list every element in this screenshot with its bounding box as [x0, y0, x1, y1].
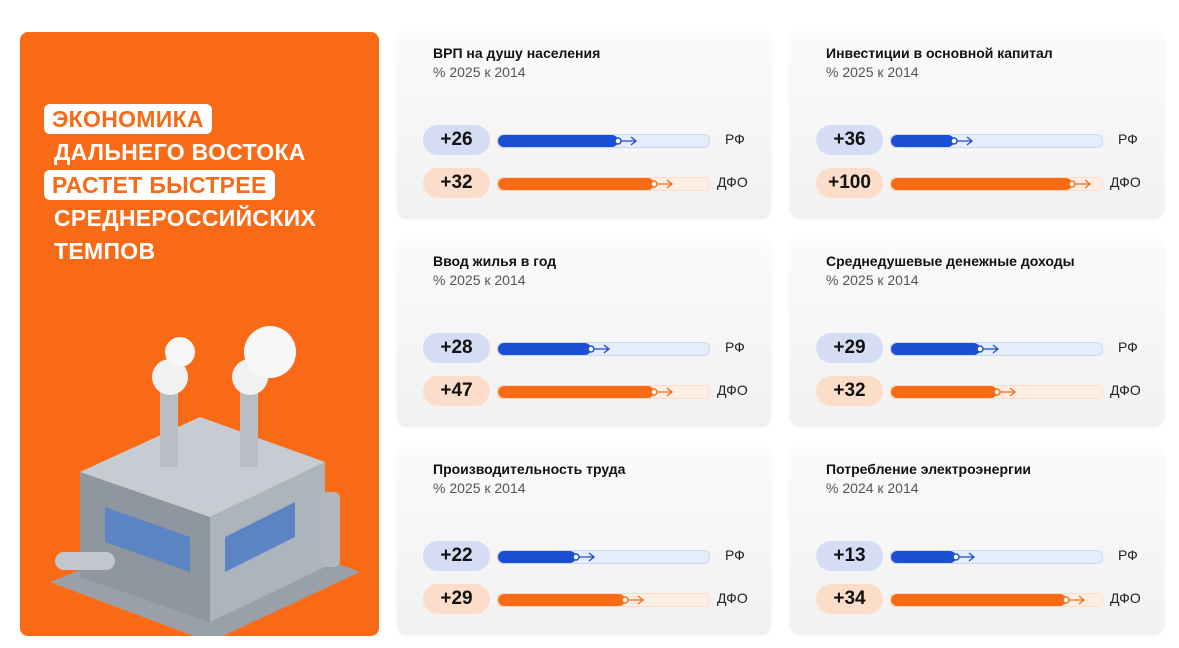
arrow-icon [572, 552, 596, 562]
card-title: Потребление электроэнергии [826, 461, 1032, 477]
rf-bar [498, 343, 591, 355]
dfo-bar [891, 386, 997, 398]
rf-label: РФ [725, 131, 745, 147]
card-subtitle: % 2024 к 2014 [826, 480, 919, 496]
rf-label: РФ [725, 339, 745, 355]
rf-bar [891, 343, 980, 355]
headline-panel: ЭКОНОМИКА ДАЛЬНЕГО ВОСТОКА РАСТЕТ БЫСТРЕ… [20, 32, 379, 636]
indicator-card: ВРП на душу населения % 2025 к 2014 +26 … [397, 33, 771, 219]
arrow-icon [614, 136, 638, 146]
card-subtitle: % 2025 к 2014 [433, 64, 526, 80]
rf-bar-track [890, 342, 1103, 356]
dfo-label: ДФО [1110, 590, 1141, 606]
arrow-icon [1068, 179, 1092, 189]
indicator-card: Ввод жилья в год % 2025 к 2014 +28 РФ +4… [397, 241, 771, 427]
rf-value-badge: +36 [816, 125, 883, 155]
arrow-icon [650, 179, 674, 189]
dfo-bar-track [497, 385, 710, 399]
rf-bar-track [890, 134, 1103, 148]
rf-label: РФ [1118, 339, 1138, 355]
dfo-bar-track [890, 385, 1103, 399]
rf-bar-track [497, 134, 710, 148]
dfo-label: ДФО [1110, 174, 1141, 190]
arrow-icon [992, 387, 1016, 397]
dfo-bar [498, 178, 655, 190]
rf-bar [498, 135, 619, 147]
factory-illustration [50, 326, 360, 636]
rf-bar [891, 135, 955, 147]
dfo-value-badge: +32 [423, 168, 490, 198]
dfo-value-badge: +34 [816, 584, 883, 614]
rf-value-badge: +22 [423, 541, 490, 571]
headline-line: ДАЛЬНЕГО ВОСТОКА [54, 139, 306, 165]
card-subtitle: % 2025 к 2014 [433, 480, 526, 496]
rf-value-badge: +26 [423, 125, 490, 155]
indicator-card: Потребление электроэнергии % 2024 к 2014… [790, 449, 1164, 635]
card-subtitle: % 2025 к 2014 [826, 272, 919, 288]
dfo-label: ДФО [717, 590, 748, 606]
indicator-card: Среднедушевые денежные доходы % 2025 к 2… [790, 241, 1164, 427]
card-title: Инвестиции в основной капитал [826, 45, 1053, 61]
rf-value-badge: +28 [423, 333, 490, 363]
dfo-value-badge: +29 [423, 584, 490, 614]
dfo-label: ДФО [717, 174, 748, 190]
dfo-value-badge: +32 [816, 376, 883, 406]
rf-value-badge: +29 [816, 333, 883, 363]
headline-line: ТЕМПОВ [54, 238, 156, 264]
rf-bar-track [497, 550, 710, 564]
rf-label: РФ [725, 547, 745, 563]
dfo-bar [498, 386, 655, 398]
dfo-bar-track [890, 177, 1103, 191]
rf-value-badge: +13 [816, 541, 883, 571]
dfo-label: ДФО [717, 382, 748, 398]
card-title: Среднедушевые денежные доходы [826, 253, 1075, 269]
card-subtitle: % 2025 к 2014 [433, 272, 526, 288]
arrow-icon [950, 136, 974, 146]
dfo-bar-track [497, 177, 710, 191]
rf-label: РФ [1118, 547, 1138, 563]
arrow-icon [587, 344, 610, 354]
dfo-bar-track [890, 593, 1103, 607]
dfo-bar [891, 594, 1067, 606]
dfo-value-badge: +47 [423, 376, 490, 406]
indicator-card: Инвестиции в основной капитал % 2025 к 2… [790, 33, 1164, 219]
dfo-value-badge: +100 [816, 168, 883, 198]
headline-line: ЭКОНОМИКА [44, 104, 212, 134]
dfo-bar-track [497, 593, 710, 607]
arrow-icon [975, 344, 999, 354]
card-title: Производительность труда [433, 461, 626, 477]
rf-bar [891, 551, 957, 563]
arrow-icon [650, 387, 674, 397]
arrow-icon [1062, 595, 1086, 605]
dfo-label: ДФО [1110, 382, 1141, 398]
indicator-card: Производительность труда % 2025 к 2014 +… [397, 449, 771, 635]
card-title: Ввод жилья в год [433, 253, 557, 269]
dfo-bar [498, 594, 625, 606]
arrow-icon [620, 595, 644, 605]
arrow-icon [952, 552, 976, 562]
rf-bar-track [497, 342, 710, 356]
rf-label: РФ [1118, 131, 1138, 147]
headline-line: РАСТЕТ БЫСТРЕЕ [44, 170, 275, 200]
card-title: ВРП на душу населения [433, 45, 601, 61]
headline-line: СРЕДНЕРОССИЙСКИХ [54, 205, 317, 231]
card-subtitle: % 2025 к 2014 [826, 64, 919, 80]
dfo-bar [891, 178, 1073, 190]
rf-bar [498, 551, 577, 563]
rf-bar-track [890, 550, 1103, 564]
